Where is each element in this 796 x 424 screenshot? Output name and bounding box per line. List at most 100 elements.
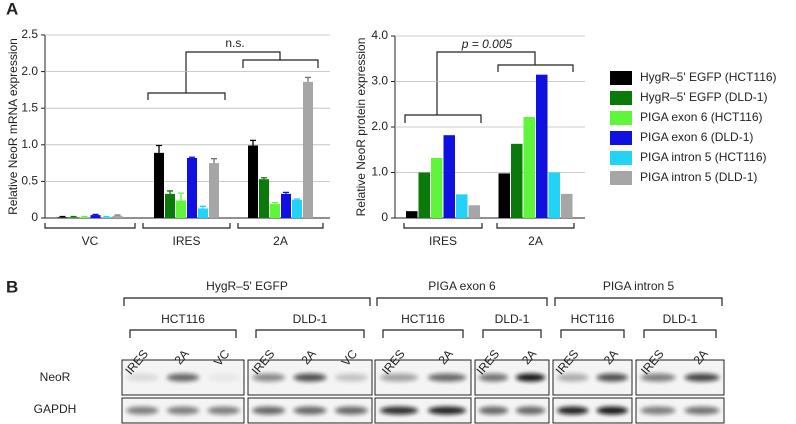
band [640,406,676,415]
band [515,406,546,415]
x-tick-label: 2A [273,234,288,248]
band [684,373,720,382]
bar [523,116,535,218]
bar [548,172,560,218]
bar [176,200,186,218]
row-label: GAPDH [34,402,77,416]
legend-swatch [610,131,632,145]
bar [259,179,269,218]
bracket [643,329,717,338]
legend-label: PIGA intron 5 (HCT116) [640,150,767,164]
x-tick-label: IRES [172,234,200,248]
bar [498,173,510,218]
error-bar [103,215,110,218]
x-tick-label: 2A [528,234,543,248]
band [640,373,676,382]
bracket [123,297,371,306]
bar [456,194,468,218]
error-bar [81,215,88,218]
bracket [404,51,574,123]
bracket [382,329,464,338]
panel-label: A [6,0,18,18]
bar [406,211,418,218]
bar [79,217,90,218]
legend-label: PIGA intron 5 (DLD-1) [640,170,757,184]
legend-swatch [610,111,632,125]
bar [303,81,313,219]
bar [57,217,68,218]
error-bar [294,198,300,200]
y-tick-label: 1.5 [21,100,38,114]
bracket [482,329,542,338]
bar [281,193,291,218]
y-tick-label: 0 [381,210,388,224]
bar [561,193,573,218]
band [596,406,629,415]
group-label: PIGA intron 5 [603,279,675,293]
panel-label: B [6,277,18,296]
bar [187,157,197,218]
error-bar [114,214,121,216]
cell-line-label: DLD-1 [293,312,328,326]
error-bar [167,190,173,194]
error-bar [59,215,66,218]
error-bar [250,139,256,146]
bracket [147,51,319,100]
bar [511,143,523,218]
band [684,406,720,415]
error-bar [211,158,217,164]
y-tick-label: 2.0 [371,119,388,133]
bracket [554,297,723,306]
annotation: p = 0.005 [461,37,513,51]
bar [418,172,430,218]
bracket [560,329,625,338]
cell-line-label: HCT116 [401,312,445,326]
y-axis-label: Relative NeoR protein expression [354,38,368,217]
band [596,373,629,382]
category-bracket [142,223,231,229]
bracket [376,297,548,306]
bar [292,199,302,218]
band [207,373,240,382]
y-tick-label: 1.0 [371,165,388,179]
error-bar [261,177,267,180]
band [293,406,327,415]
cell-line-label: DLD-1 [663,312,698,326]
band [293,373,327,382]
band [478,406,509,415]
bracket [255,329,365,338]
y-tick-label: 2.0 [21,64,38,78]
bar [270,204,280,218]
error-bar [70,215,77,218]
legend-swatch [610,91,632,105]
error-bar [200,205,206,209]
error-bar [189,156,195,158]
y-tick-label: 3.0 [371,74,388,88]
bar [68,217,79,218]
cell-line-label: DLD-1 [495,312,530,326]
row-label: NeoR [40,370,71,384]
error-bar [272,201,278,205]
band [556,406,589,415]
legend-label: PIGA exon 6 (DLD-1) [640,130,753,144]
bar [468,205,480,218]
bar [536,74,548,218]
x-tick-label: IRES [429,234,457,248]
legend-swatch [610,71,632,85]
bar [112,215,123,218]
bar [154,152,164,218]
bar [90,215,101,218]
cell-line-label: HCT116 [571,312,615,326]
x-tick-label: VC [82,234,99,248]
error-bar [156,144,162,153]
cell-line-label: HCT116 [161,312,205,326]
band [427,406,467,415]
y-tick-label: 2.5 [21,27,38,41]
legend-swatch [610,171,632,185]
y-tick-label: 1.0 [21,137,38,151]
band [166,373,200,382]
error-bar [283,191,289,194]
bar [431,157,443,218]
legend-label: HygR–5' EGFP (HCT116) [640,70,777,84]
